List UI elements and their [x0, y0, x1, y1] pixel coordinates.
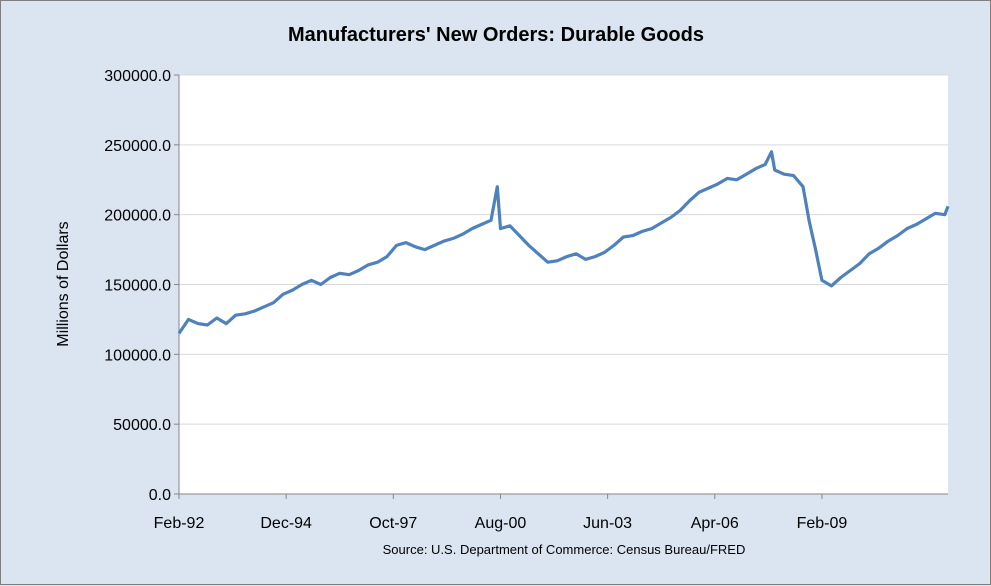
y-tick-label: 50000.0	[113, 417, 171, 434]
chart-title: Manufacturers' New Orders: Durable Goods	[288, 24, 704, 46]
y-tick-labels: 0.0 50000.0 100000.0 150000.0 200000.0 250000…	[104, 68, 179, 504]
x-tick-label: Feb-09	[797, 515, 848, 532]
y-tick-label: 250000.0	[104, 138, 171, 155]
x-tick-label: Aug-00	[475, 515, 527, 532]
x-tick-label: Feb-92	[154, 515, 205, 532]
gridlines	[179, 74, 948, 425]
x-tick-label: Jun-03	[583, 515, 632, 532]
y-tick-label: 0.0	[149, 487, 171, 504]
x-tick-label: Oct-97	[369, 515, 417, 532]
y-tick-label: 100000.0	[104, 347, 171, 364]
x-tick-label: Apr-06	[691, 515, 739, 532]
x-tick-labels: Feb-92 Dec-94 Oct-97 Aug-00 Jun-03 Apr-06 Feb-…	[154, 494, 848, 532]
y-axis-title: Millions of Dollars	[55, 221, 72, 346]
y-tick-label: 200000.0	[104, 208, 171, 225]
y-tick-label: 300000.0	[104, 68, 171, 85]
series-line	[177, 150, 950, 335]
x-tick-label: Dec-94	[260, 515, 312, 532]
y-tick-label: 150000.0	[104, 278, 171, 295]
source-note: Source: U.S. Department of Commerce: Cen…	[383, 542, 746, 557]
